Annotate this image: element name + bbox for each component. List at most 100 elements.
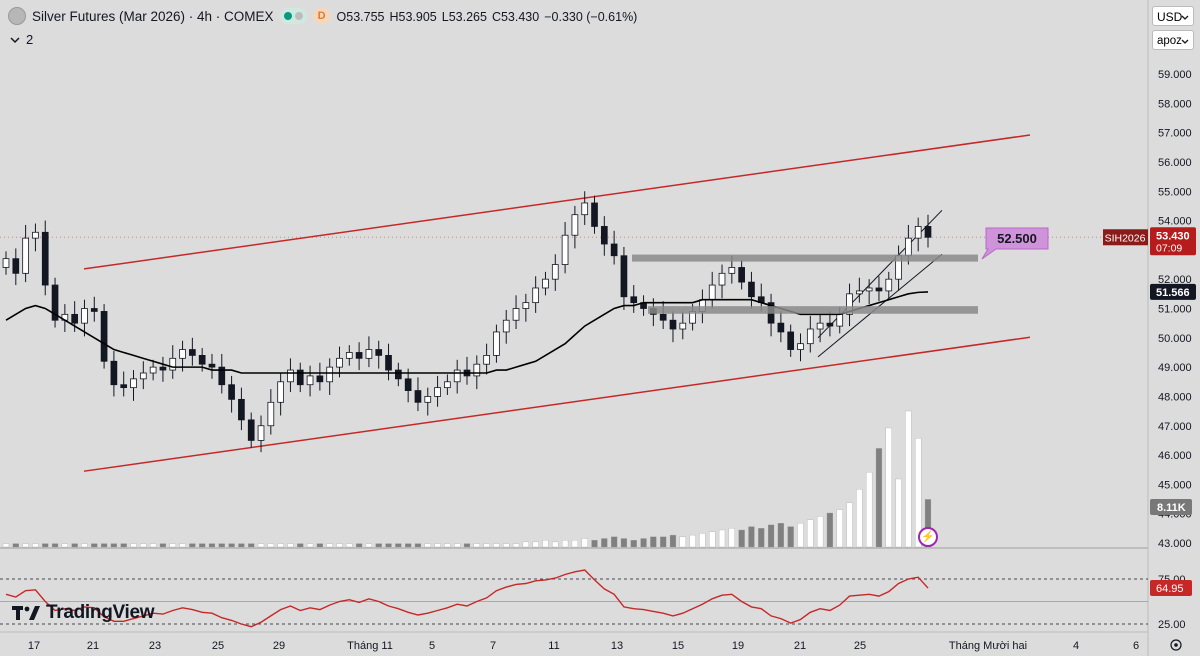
- candle-body: [238, 398, 245, 421]
- y-tick-label: 56.000: [1158, 157, 1192, 169]
- x-tick-label: 17: [28, 640, 40, 652]
- x-tick-label: 25: [854, 640, 866, 652]
- x-tick-label: 23: [149, 640, 161, 652]
- candle-body: [444, 381, 451, 389]
- volume-bar: [709, 531, 716, 548]
- channel-lower-line: [83, 336, 1031, 472]
- y-tick-label: 46.000: [1158, 450, 1192, 462]
- y-tick-label: 55.000: [1158, 186, 1192, 198]
- y-tick-label: 51.000: [1158, 304, 1192, 316]
- y-tick-label: 54.000: [1158, 216, 1192, 228]
- candle-body: [493, 331, 500, 356]
- candle-body: [100, 311, 108, 362]
- y-tick-label: 47.000: [1158, 421, 1192, 433]
- volume-bar: [650, 536, 657, 548]
- status-dot-icon: [294, 12, 303, 20]
- candle-body: [738, 267, 745, 283]
- volume-bar: [924, 499, 932, 548]
- volume-bar: [552, 541, 559, 548]
- volume-bar: [2, 543, 10, 548]
- x-tick-label: 29: [273, 640, 285, 652]
- volume-bar: [826, 512, 834, 548]
- volume-bar: [866, 472, 873, 548]
- candle-body: [51, 284, 59, 321]
- volume-bar: [895, 478, 902, 548]
- y-tick-label: 49.000: [1158, 362, 1192, 374]
- volume-bar: [454, 543, 461, 548]
- candle-body: [453, 369, 461, 383]
- volume-bar: [405, 543, 412, 548]
- volume-bar: [875, 448, 883, 548]
- candle-body: [718, 272, 726, 286]
- candle-body: [130, 378, 137, 389]
- candle-body: [797, 343, 804, 350]
- volume-bar: [375, 543, 382, 548]
- indicators-count: 2: [26, 32, 34, 47]
- lightning-icon[interactable]: ⚡: [918, 527, 938, 547]
- delayed-data-badge[interactable]: D: [312, 8, 331, 24]
- volume-bar: [100, 543, 108, 548]
- low-value: L53.265: [441, 9, 487, 24]
- candle-body: [522, 302, 530, 309]
- tradingview-logo-text: TradingView: [46, 602, 155, 623]
- candle-body: [620, 255, 628, 298]
- volume-bar: [797, 523, 804, 548]
- currency-select[interactable]: USD: [1152, 6, 1194, 26]
- candle-body: [905, 237, 912, 257]
- candle-body: [679, 322, 687, 330]
- candle-body: [581, 202, 589, 216]
- y-tick-label: 43.000: [1158, 538, 1192, 550]
- volume-bar: [689, 534, 696, 548]
- volume-bar: [856, 489, 863, 548]
- candle-body: [228, 384, 235, 400]
- volume-bar: [542, 540, 549, 548]
- currency-value: USD: [1157, 10, 1183, 24]
- y-tick-label: 52.000: [1158, 274, 1192, 286]
- volume-bar: [463, 543, 471, 548]
- volume-bar: [267, 543, 274, 548]
- volume-bar: [42, 543, 49, 548]
- candle-body: [728, 267, 736, 274]
- market-status-badge[interactable]: [279, 8, 307, 24]
- x-tick-label: 25: [212, 640, 224, 652]
- candle-body: [22, 237, 29, 274]
- x-tick-label: 15: [672, 640, 684, 652]
- x-tick-label: 7: [490, 640, 496, 652]
- candle-body: [159, 366, 167, 371]
- indicators-toggle[interactable]: 2: [10, 32, 33, 47]
- volume-bar: [483, 543, 490, 548]
- candle-body: [571, 214, 579, 236]
- x-tick-label: 21: [87, 640, 99, 652]
- candle-body: [336, 357, 343, 368]
- volume-bar: [297, 543, 304, 548]
- candle-body: [659, 313, 667, 321]
- unit-select[interactable]: apoz: [1152, 30, 1194, 50]
- candle-body: [345, 352, 353, 359]
- y-tick-label: 50.000: [1158, 333, 1192, 345]
- settings-gear-icon: [1170, 639, 1182, 651]
- y-tick-label: 57.000: [1158, 128, 1192, 140]
- symbol-title[interactable]: Silver Futures (Mar 2026) · 4h · COMEX: [32, 8, 274, 24]
- candle-body: [110, 360, 118, 386]
- candle-body: [924, 226, 932, 238]
- volume-bar: [81, 543, 88, 548]
- candle-body: [12, 258, 20, 274]
- candle-body: [189, 349, 196, 356]
- volume-bar: [12, 543, 19, 548]
- volume-bar: [611, 536, 618, 548]
- candle-body: [542, 278, 549, 289]
- symbol-icon[interactable]: [8, 7, 26, 25]
- tradingview-logo[interactable]: TradingView: [12, 602, 155, 624]
- y-tick-label: 48.000: [1158, 391, 1192, 403]
- rsi-tick-label: 25.00: [1158, 619, 1186, 631]
- candle-body: [81, 308, 88, 324]
- volume-bar: [660, 536, 667, 548]
- y-tick-label: 59.000: [1158, 69, 1192, 81]
- volume-bar: [846, 502, 853, 548]
- chevron-down-icon: [10, 36, 20, 43]
- chevron-down-icon: [1181, 39, 1189, 44]
- candle-body: [532, 287, 540, 304]
- candle-body: [914, 226, 922, 239]
- candle-body: [414, 390, 422, 403]
